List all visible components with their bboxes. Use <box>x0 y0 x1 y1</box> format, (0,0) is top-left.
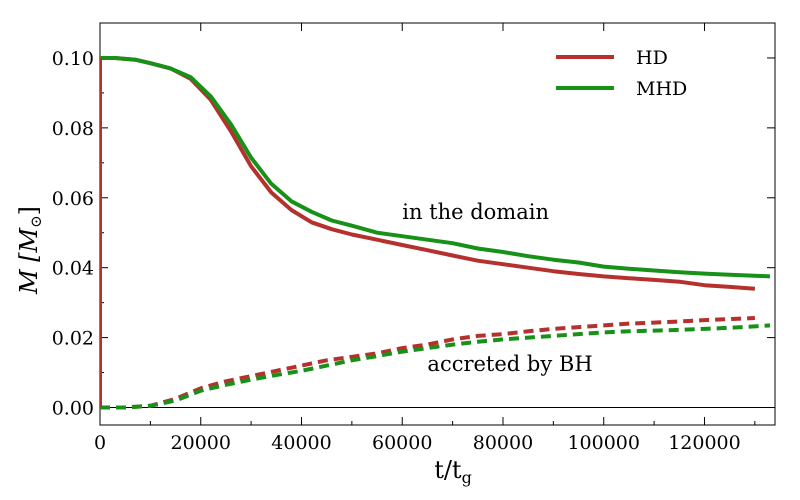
annotation-accreted-by-bh: accreted by BH <box>427 352 592 376</box>
y-tick-label: 0.06 <box>52 188 94 210</box>
x-tick-label: 120000 <box>668 432 741 454</box>
series-mhd-accreted <box>100 323 771 410</box>
x-axis-title-sub: g <box>462 468 472 487</box>
x-axis-title: t/tg <box>434 456 472 487</box>
x-tick-label: 40000 <box>271 432 331 454</box>
series-mhd-domain <box>100 56 771 279</box>
series-hd-accreted <box>100 316 755 410</box>
y-tick-label: 0.04 <box>52 258 94 280</box>
y-tick-label: 0.08 <box>52 118 94 140</box>
annotation-in-the-domain: in the domain <box>402 200 549 224</box>
y-axis-title-main: M [M <box>15 226 43 295</box>
x-tick-label: 100000 <box>567 432 640 454</box>
x-tick-label: 0 <box>94 432 106 454</box>
y-axis-title: M [M⊙] <box>15 206 45 295</box>
y-tick-label: 0.00 <box>52 398 94 420</box>
legend-label-mhd: MHD <box>636 78 687 100</box>
x-axis-title-main: t/t <box>434 456 462 484</box>
y-axis-title-close: ] <box>15 206 43 215</box>
x-tick-label: 60000 <box>372 432 432 454</box>
x-tick-label: 20000 <box>171 432 231 454</box>
legend-label-hd: HD <box>636 47 668 69</box>
y-tick-label: 0.02 <box>52 328 94 350</box>
legend: HD MHD <box>556 47 687 100</box>
y-axis-title-sub: ⊙ <box>27 215 45 228</box>
x-tick-label: 80000 <box>473 432 533 454</box>
y-tick-label: 0.10 <box>52 48 94 70</box>
